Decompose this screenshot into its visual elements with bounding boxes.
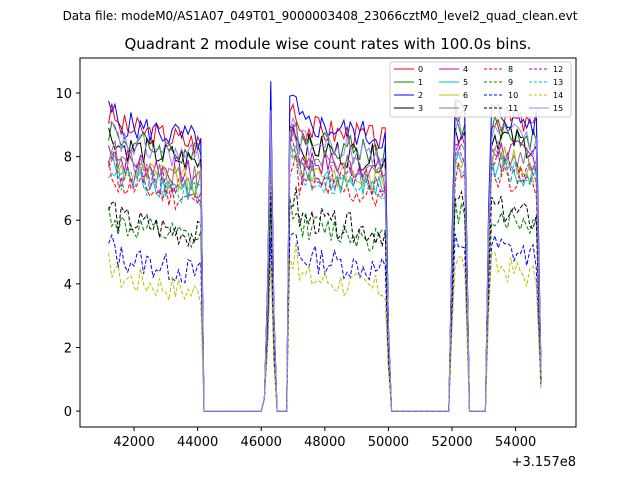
x-offset-label: +3.157e8 [512, 455, 576, 470]
legend-label-1: 1 [418, 78, 423, 87]
series-line-15 [108, 110, 542, 412]
series-line-9 [108, 196, 542, 412]
x-tick-label: 48000 [304, 435, 345, 450]
plot-frame [79, 57, 577, 428]
y-tick-label: 2 [64, 341, 72, 356]
legend-label-4: 4 [463, 65, 468, 74]
legend-label-11: 11 [508, 104, 518, 113]
series-line-14 [108, 241, 542, 412]
legend-label-10: 10 [508, 91, 518, 100]
y-tick-label: 10 [55, 87, 72, 102]
y-tick-label: 4 [64, 278, 72, 293]
legend-label-2: 2 [418, 91, 423, 100]
suptitle: Data file: modeM0/AS1A07_049T01_90000034… [63, 9, 578, 23]
x-tick-label: 42000 [113, 435, 154, 450]
x-tick-label: 50000 [368, 435, 409, 450]
y-tick-label: 0 [64, 405, 72, 420]
legend-label-12: 12 [553, 65, 563, 74]
legend-label-7: 7 [463, 104, 468, 113]
legend-box [389, 61, 572, 118]
legend-label-0: 0 [418, 65, 423, 74]
series-group [108, 81, 542, 412]
legend-label-5: 5 [463, 78, 468, 87]
x-tick-label: 52000 [431, 435, 472, 450]
legend-label-13: 13 [553, 78, 563, 87]
legend-label-14: 14 [553, 91, 563, 100]
x-axis: 42000 44000 46000 48000 50000 52000 54000 [113, 427, 536, 450]
legend-label-3: 3 [418, 104, 423, 113]
y-tick-label: 6 [64, 214, 72, 229]
series-line-10 [108, 232, 542, 412]
series-line-11 [108, 186, 542, 412]
x-tick-label: 44000 [177, 435, 218, 450]
chart-title: Quadrant 2 module wise count rates with … [124, 35, 531, 53]
x-tick-label: 54000 [495, 435, 536, 450]
legend-label-15: 15 [553, 104, 563, 113]
legend-label-8: 8 [508, 65, 513, 74]
x-tick-label: 46000 [241, 435, 282, 450]
legend-label-6: 6 [463, 91, 468, 100]
legend-label-9: 9 [508, 78, 513, 87]
y-tick-label: 8 [64, 151, 72, 166]
y-axis: 0 2 4 6 8 10 [55, 87, 80, 420]
